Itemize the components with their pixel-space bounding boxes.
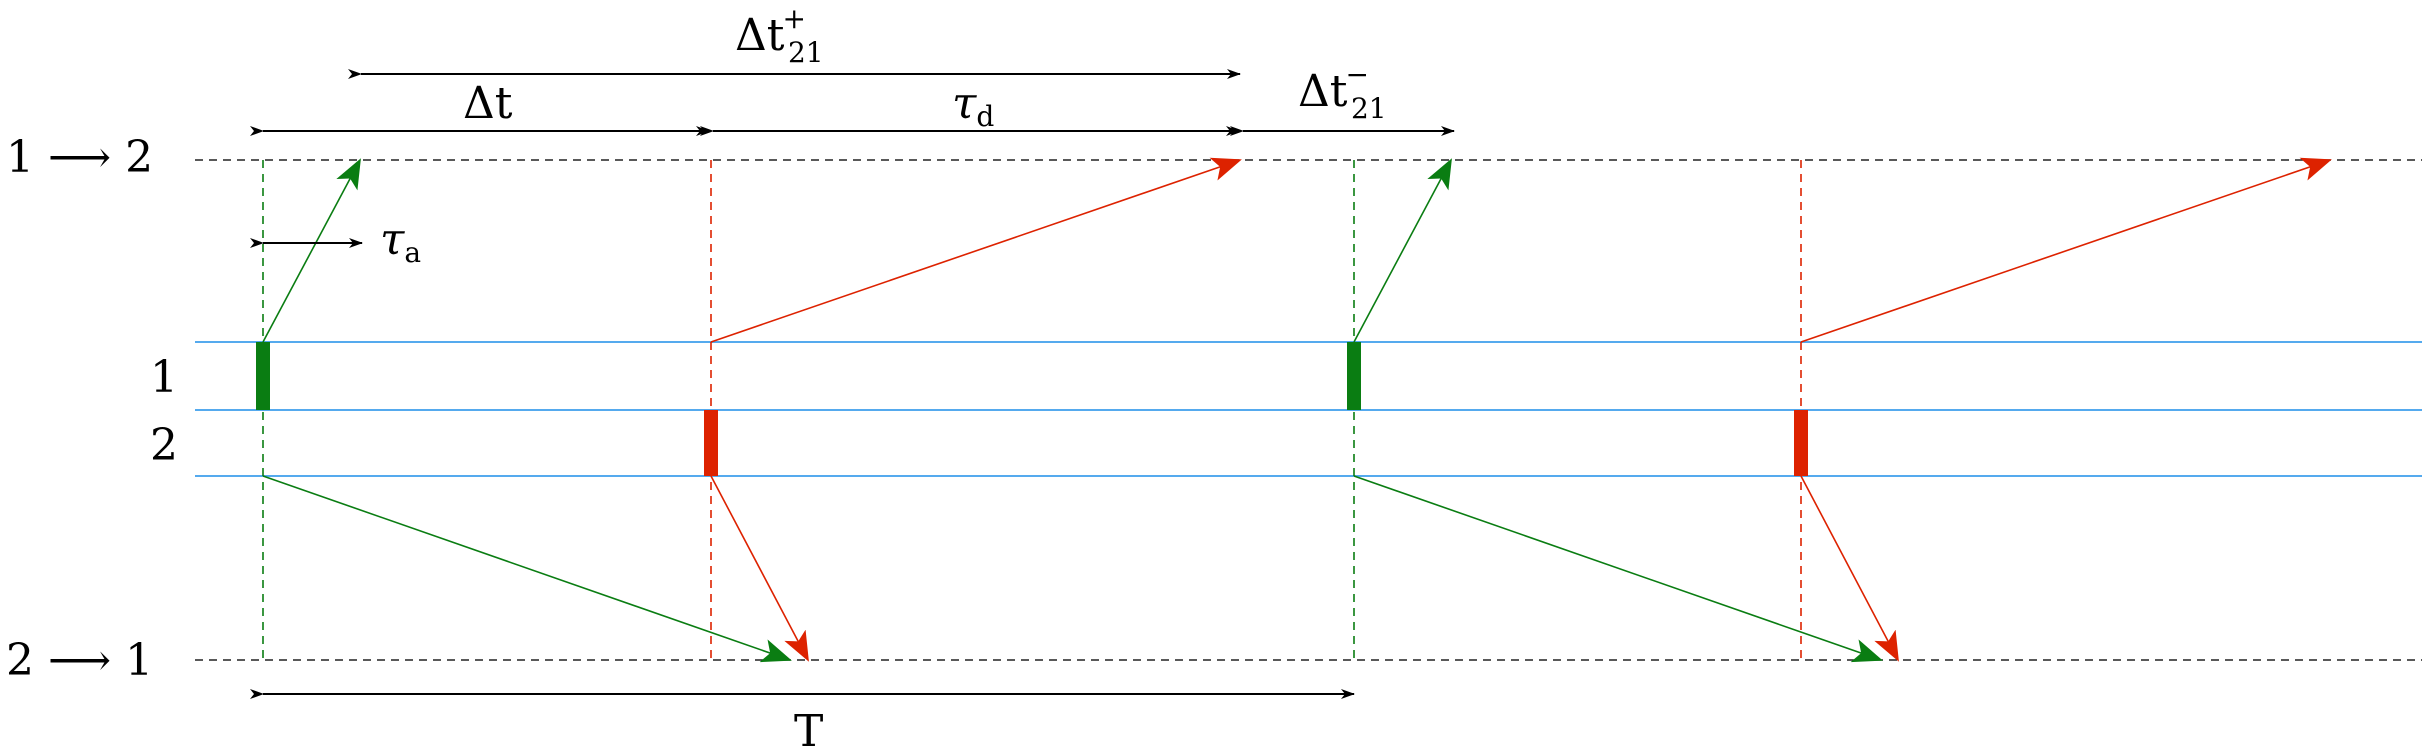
signal-green-up-1 — [262, 158, 361, 343]
level-label-top: 1 ⟶ 2 — [6, 132, 153, 183]
signal-green-down-1 — [262, 475, 792, 663]
label-delta-t: Δt — [463, 78, 513, 129]
lane-label-2: 2 — [150, 420, 178, 471]
pulse-green-1 — [256, 342, 270, 410]
label-period: T — [794, 706, 823, 754]
signal-green-down-2 — [1353, 475, 1883, 663]
pulse-red-2 — [1794, 410, 1808, 476]
label-tau-d: τd — [952, 78, 994, 133]
lane-label-1: 1 — [150, 352, 178, 403]
label-delta-t-plus: Δt+ 21 — [735, 2, 824, 69]
signal-red-down-1 — [710, 475, 809, 662]
signal-green-up-2 — [1353, 158, 1452, 343]
signal-red-up-1 — [710, 157, 1242, 343]
label-delta-t-minus: Δt− 21 — [1298, 58, 1387, 125]
level-label-bottom: 2 ⟶ 1 — [6, 635, 153, 686]
signal-red-down-2 — [1800, 475, 1899, 662]
signal-red-up-2 — [1800, 157, 2332, 343]
label-tau-a: τa — [380, 214, 421, 269]
pulse-green-2 — [1347, 342, 1361, 410]
pulse-red-1 — [704, 410, 718, 476]
